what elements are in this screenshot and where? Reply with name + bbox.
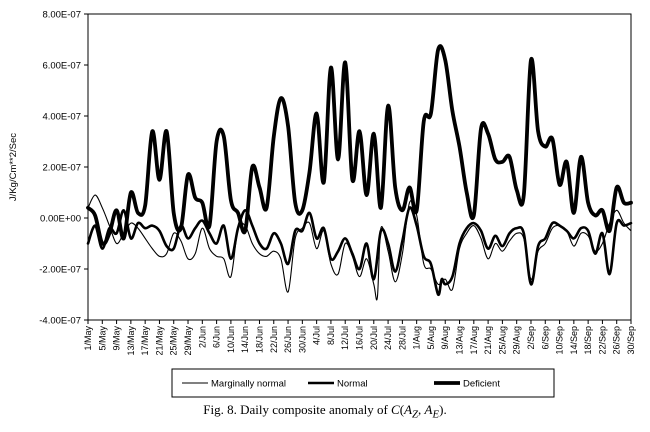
series-line-deficient [86, 44, 633, 247]
y-axis-label: J/Kg/Cm**2/Sec [8, 133, 19, 201]
y-tick-label: 2.00E-07 [42, 163, 81, 174]
chart: 8.00E-07 6.00E-07 4.00E-07 2.00E-07 0.00E+00… [8, 10, 636, 398]
x-tick-label: 22/Jun [269, 326, 279, 353]
x-tick-label: 25/May [169, 326, 179, 356]
y-tick-label: 8.00E-07 [42, 10, 81, 21]
x-tick-label: 12/Jul [340, 326, 350, 350]
x-tick-label: 8/Jul [326, 326, 336, 345]
x-tick-label: 13/May [126, 326, 136, 356]
x-tick-label: 30/Jun [297, 326, 307, 353]
x-tick-label: 18/Sep [583, 326, 593, 355]
x-tick-label: 28/Jul [397, 326, 407, 350]
caption-formula: C(AZ, AE). [391, 402, 447, 421]
x-tick-label: 5/Aug [426, 326, 436, 350]
legend: Marginally normal Normal Deficient [171, 368, 555, 398]
x-tick-label: 9/Aug [440, 326, 450, 350]
x-tick-label: 10/Sep [555, 326, 565, 355]
x-tick-label: 6/Jun [212, 326, 222, 348]
x-tick-label: 17/Aug [469, 326, 479, 355]
x-tick-label: 30/Sep [626, 326, 636, 355]
y-tick-label: 6.00E-07 [42, 61, 81, 72]
caption-prefix: Fig. 8. Daily composite anomaly of [203, 402, 392, 417]
x-tick-label: 6/Sep [540, 326, 550, 350]
x-tick-label: 25/Aug [497, 326, 507, 355]
x-tick-label: 10/Jun [226, 326, 236, 353]
x-tick-label: 14/Jun [240, 326, 250, 353]
x-tick-label: 4/Jul [312, 326, 322, 345]
x-tick-label: 16/Jul [355, 326, 365, 350]
x-tick-label: 29/May [183, 326, 193, 356]
x-axis: 1/May 5/May 9/May 13/May 17/May 21/May 25/May 2… [83, 320, 636, 356]
y-tick-label: -2.00E-07 [39, 265, 81, 276]
legend-label: Normal [337, 379, 368, 390]
x-tick-label: 22/Sep [597, 326, 607, 355]
series-line-marginally-normal [87, 194, 632, 301]
legend-box [171, 368, 555, 398]
x-tick-label: 9/May [112, 326, 122, 351]
x-tick-label: 18/Jun [254, 326, 264, 353]
y-axis: 8.00E-07 6.00E-07 4.00E-07 2.00E-07 0.00E+00… [39, 10, 88, 327]
x-tick-label: 24/Jul [383, 326, 393, 350]
figure-caption: Fig. 8. Daily composite anomaly of C(AZ,… [0, 402, 650, 421]
x-tick-label: 2/Sep [526, 326, 536, 350]
legend-label: Marginally normal [211, 379, 286, 390]
x-tick-label: 2/Jun [197, 326, 207, 348]
x-tick-label: 5/May [97, 326, 107, 351]
x-tick-label: 29/Aug [512, 326, 522, 355]
y-tick-label: 4.00E-07 [42, 112, 81, 123]
x-tick-label: 1/May [83, 326, 93, 351]
x-tick-label: 14/Sep [569, 326, 579, 355]
legend-label: Deficient [463, 379, 500, 390]
x-tick-label: 17/May [140, 326, 150, 356]
series-layer [86, 44, 633, 301]
x-tick-label: 21/May [154, 326, 164, 356]
x-tick-label: 26/Sep [612, 326, 622, 355]
y-tick-label: -4.00E-07 [39, 316, 81, 327]
x-tick-label: 26/Jun [283, 326, 293, 353]
x-tick-label: 20/Jul [369, 326, 379, 350]
series-line-normal [86, 206, 633, 296]
x-tick-label: 1/Aug [412, 326, 422, 350]
y-tick-label: 0.00E+00 [40, 214, 81, 225]
x-tick-label: 21/Aug [483, 326, 493, 355]
x-tick-label: 13/Aug [455, 326, 465, 355]
